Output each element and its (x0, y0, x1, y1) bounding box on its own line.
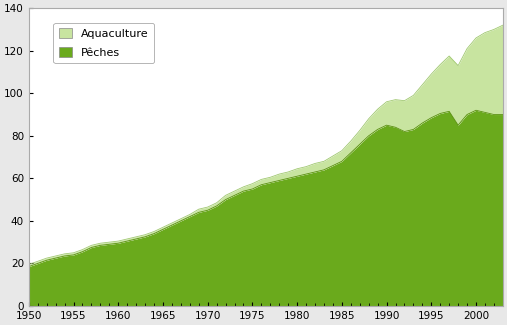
Legend: Aquaculture, Pêches: Aquaculture, Pêches (53, 23, 154, 63)
